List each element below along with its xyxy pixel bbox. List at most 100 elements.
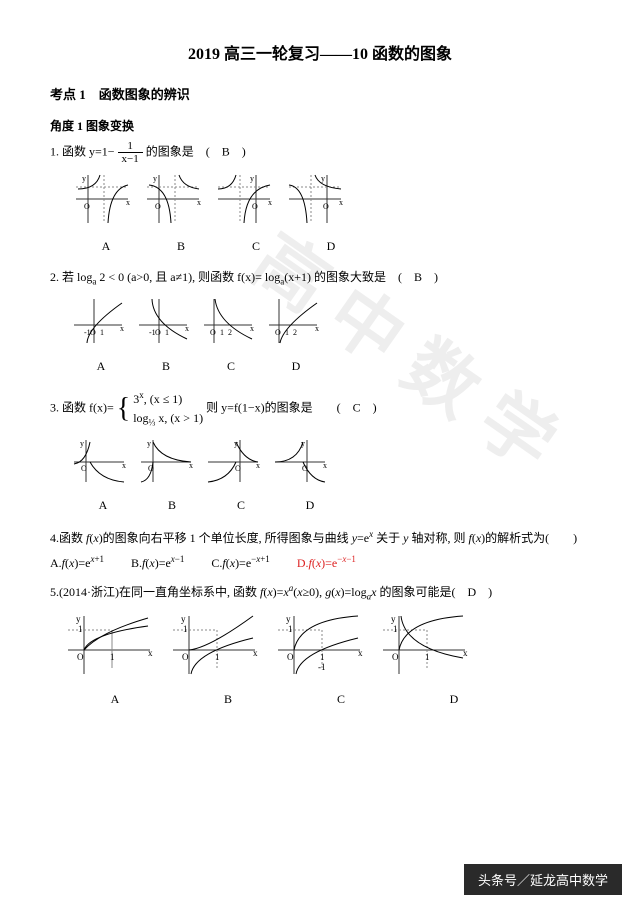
svg-text:y: y [82, 174, 86, 183]
svg-text:2: 2 [293, 328, 297, 337]
q5-label-d: D [399, 692, 509, 707]
svg-text:x: x [315, 324, 319, 333]
q3-graph-c: Oxy [204, 436, 262, 486]
svg-text:x: x [358, 648, 363, 658]
q1-labels: A B C D [70, 239, 590, 254]
svg-text:O: O [302, 464, 308, 473]
q5-graphs: 1 1 Ox y 1 1 Ox y 1 1 O -1 x y 1 1 Ox y [60, 610, 590, 684]
q3-graph-d: Ox y [271, 436, 329, 486]
svg-text:x: x [148, 648, 153, 658]
q2-label-b: B [135, 359, 197, 374]
svg-text:1: 1 [425, 652, 430, 662]
svg-text:x: x [253, 648, 258, 658]
svg-text:-1: -1 [318, 662, 326, 672]
q5-label-c: C [286, 692, 396, 707]
q5-graph-c: 11O-1xy [270, 610, 366, 680]
question-3: 3. 函数 f(x)= { 3x, (x ≤ 1) log⅓ x, (x > 1… [50, 388, 590, 430]
q2-graph-c: O12 x [200, 295, 256, 347]
svg-text:O: O [155, 202, 161, 211]
svg-text:1: 1 [285, 328, 289, 337]
q2-labels: A B C D [70, 359, 590, 374]
q3-line1: 3x, (x ≤ 1) [133, 388, 203, 409]
q3-graph-b: Oxy [137, 436, 195, 486]
q3-piecewise: 3x, (x ≤ 1) log⅓ x, (x > 1) [133, 388, 203, 430]
svg-text:x: x [268, 198, 272, 207]
svg-text:O: O [90, 328, 96, 337]
svg-text:1: 1 [165, 328, 169, 337]
q1-post: 的图象是 ( B ) [146, 144, 246, 158]
q4-choice-a: A.f(x)=ex+1 [50, 554, 104, 571]
q3-label-b: B [139, 498, 205, 513]
q4-choices: A.f(x)=ex+1 B.f(x)=ex−1 C.f(x)=e−x+1 D.f… [50, 554, 590, 571]
svg-text:x: x [185, 324, 189, 333]
svg-text:y: y [80, 439, 84, 448]
svg-text:y: y [76, 614, 81, 624]
svg-text:O: O [155, 328, 161, 337]
svg-text:x: x [189, 461, 193, 470]
svg-text:y: y [153, 174, 157, 183]
svg-text:y: y [321, 174, 325, 183]
svg-text:x: x [323, 461, 327, 470]
q3-label-c: C [208, 498, 274, 513]
svg-text:y: y [391, 614, 396, 624]
q1-frac-num: 1 [118, 140, 143, 153]
svg-text:2: 2 [228, 328, 232, 337]
q5-label-a: A [60, 692, 170, 707]
svg-text:O: O [77, 652, 84, 662]
q1-graph-c: Ox y [212, 171, 274, 227]
svg-text:x: x [463, 648, 468, 658]
q2-graphs: -1O1x -1O1x O12x O12x [70, 295, 590, 351]
svg-text:y: y [301, 439, 305, 448]
q2-label-c: C [200, 359, 262, 374]
svg-text:y: y [181, 614, 186, 624]
q1-graph-a: Oxy [70, 171, 132, 227]
q1-graphs: Oxy Oxy Oxy Oxy [70, 171, 590, 231]
svg-text:O: O [323, 202, 329, 211]
q1-label-b: B [145, 239, 217, 254]
angle-1-heading: 角度 1 图象变换 [50, 117, 590, 134]
q3-label-a: A [70, 498, 136, 513]
q1-fraction: 1 x−1 [118, 140, 143, 165]
svg-text:O: O [210, 328, 216, 337]
q3-graph-a: Ox y [70, 436, 128, 486]
q5-label-b: B [173, 692, 283, 707]
svg-text:O: O [287, 652, 294, 662]
q2-graph-d: O12x [265, 295, 321, 347]
svg-text:x: x [122, 461, 126, 470]
svg-text:x: x [256, 461, 260, 470]
q2-label-d: D [265, 359, 327, 374]
q4-choice-c: C.f(x)=e−x+1 [211, 554, 269, 571]
svg-text:1: 1 [220, 328, 224, 337]
svg-text:1: 1 [393, 624, 398, 634]
q3-pre: 3. 函数 f(x)= [50, 401, 114, 415]
q3-line2: log⅓ x, (x > 1) [133, 409, 203, 430]
q3-graphs: Oxy Oxy Oxy Oxy [70, 436, 590, 490]
q5-graph-b: 11Oxy [165, 610, 261, 680]
q3-labels: A B C D [70, 498, 590, 513]
svg-text:O: O [392, 652, 399, 662]
svg-text:x: x [250, 324, 254, 333]
svg-text:O: O [84, 202, 90, 211]
svg-text:x: x [339, 198, 343, 207]
q1-label-d: D [295, 239, 367, 254]
question-2: 2. 若 loga 2 < 0 (a>0, 且 a≠1), 则函数 f(x)= … [50, 268, 590, 289]
q2-graph-a: -1O1x [70, 295, 126, 347]
svg-text:1: 1 [78, 624, 83, 634]
q4-choice-b: B.f(x)=ex−1 [131, 554, 184, 571]
svg-text:1: 1 [110, 652, 115, 662]
svg-text:1: 1 [100, 328, 104, 337]
q1-frac-den: x−1 [118, 153, 143, 165]
question-4: 4.函数 f(x)的图象向右平移 1 个单位长度, 所得图象与曲线 y=ex 关… [50, 527, 590, 548]
svg-text:O: O [182, 652, 189, 662]
svg-text:1: 1 [288, 624, 293, 634]
question-5: 5.(2014·浙江)在同一直角坐标系中, 函数 f(x)=xa(x≥0), g… [50, 581, 590, 604]
svg-text:O: O [81, 464, 87, 473]
q5-graph-a: 1 1 Ox y [60, 610, 156, 680]
q5-graph-d: 1 1 Ox y [375, 610, 471, 680]
q1-graph-b: Oxy [141, 171, 203, 227]
svg-text:y: y [250, 174, 254, 183]
svg-text:O: O [235, 464, 241, 473]
svg-text:O: O [252, 202, 258, 211]
svg-text:x: x [120, 324, 124, 333]
q3-brace: { [117, 395, 130, 423]
